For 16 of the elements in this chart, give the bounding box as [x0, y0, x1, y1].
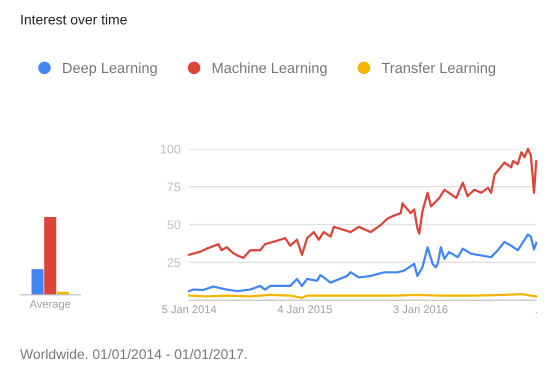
x-tick-label: .	[536, 312, 537, 314]
x-tick-label: 3 Jan 2016	[393, 305, 448, 314]
y-tick-label: 100	[160, 144, 180, 154]
legend-label: Deep Learning	[63, 62, 157, 76]
text: Worldwide. 01/01/2014 - 01/01/2017.	[20, 348, 246, 360]
legend-label: Transfer Learning	[382, 62, 496, 76]
legend-label: Machine Learning	[212, 62, 327, 76]
text: Interest over time	[21, 14, 127, 25]
x-tick-label: 5 Jan 2014	[162, 305, 216, 314]
line-series	[188, 233, 538, 292]
y-tick-label: 25	[168, 258, 180, 267]
x-tick-label: Average	[30, 300, 70, 310]
x-tick-label: 4 Jan 2015	[278, 305, 332, 314]
y-tick-label: 50	[167, 220, 180, 230]
y-tick-label: 75	[168, 182, 180, 192]
line-series	[188, 148, 538, 259]
